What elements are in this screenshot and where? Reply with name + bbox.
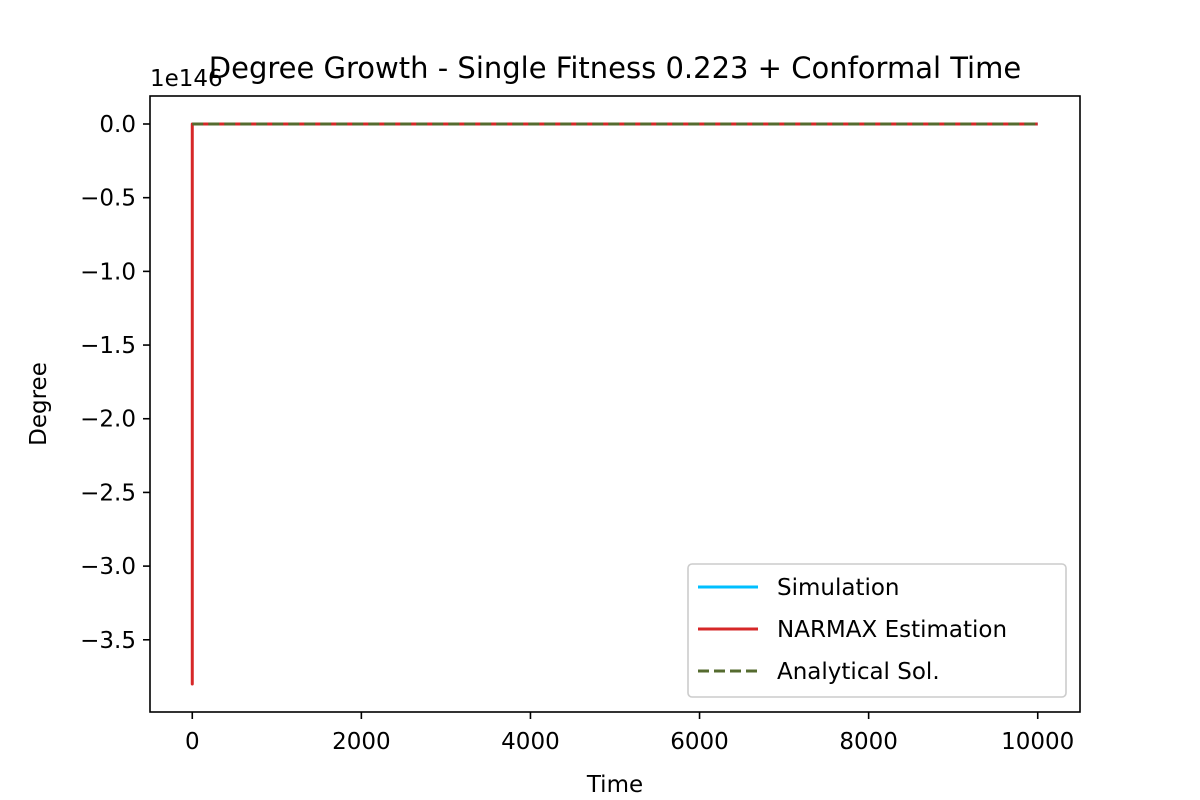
x-axis: 0 2000 4000 6000 8000 10000: [185, 712, 1074, 755]
legend-box: [687, 563, 1067, 698]
y-tick-label: −3.0: [80, 554, 136, 580]
y-tick-label: −0.5: [80, 186, 136, 212]
y-tick-label: −1.5: [80, 333, 136, 359]
y-tick-label: −3.5: [80, 628, 136, 654]
legend-label: Analytical Sol.: [777, 659, 940, 685]
legend-label: Simulation: [777, 575, 900, 601]
x-tick-label: 6000: [670, 729, 729, 755]
y-tick-label: −2.0: [80, 407, 136, 433]
chart-title: Degree Growth - Single Fitness 0.223 + C…: [209, 51, 1021, 85]
x-tick-label: 10000: [1001, 729, 1074, 755]
series-layer: [190, 122, 1038, 686]
y-axis-label: Degree: [26, 362, 52, 446]
x-tick-label: 4000: [501, 729, 560, 755]
x-tick-label: 2000: [332, 729, 391, 755]
x-axis-label: Time: [586, 772, 643, 798]
legend-label: NARMAX Estimation: [777, 617, 1007, 643]
y-tick-label: −2.5: [80, 480, 136, 506]
x-tick-label: 8000: [839, 729, 898, 755]
y-tick-label: 0.0: [99, 112, 136, 138]
y-axis: 0.0 −0.5 −1.0 −1.5 −2.0 −2.5 −3.0 −3.5: [80, 112, 150, 654]
legend: Simulation NARMAX Estimation Analytical So…: [687, 563, 1067, 698]
y-offset-text: 1e146: [150, 66, 223, 92]
y-tick-label: −1.0: [80, 259, 136, 285]
x-tick-label: 0: [185, 729, 200, 755]
plot-frame: [149, 95, 1081, 713]
